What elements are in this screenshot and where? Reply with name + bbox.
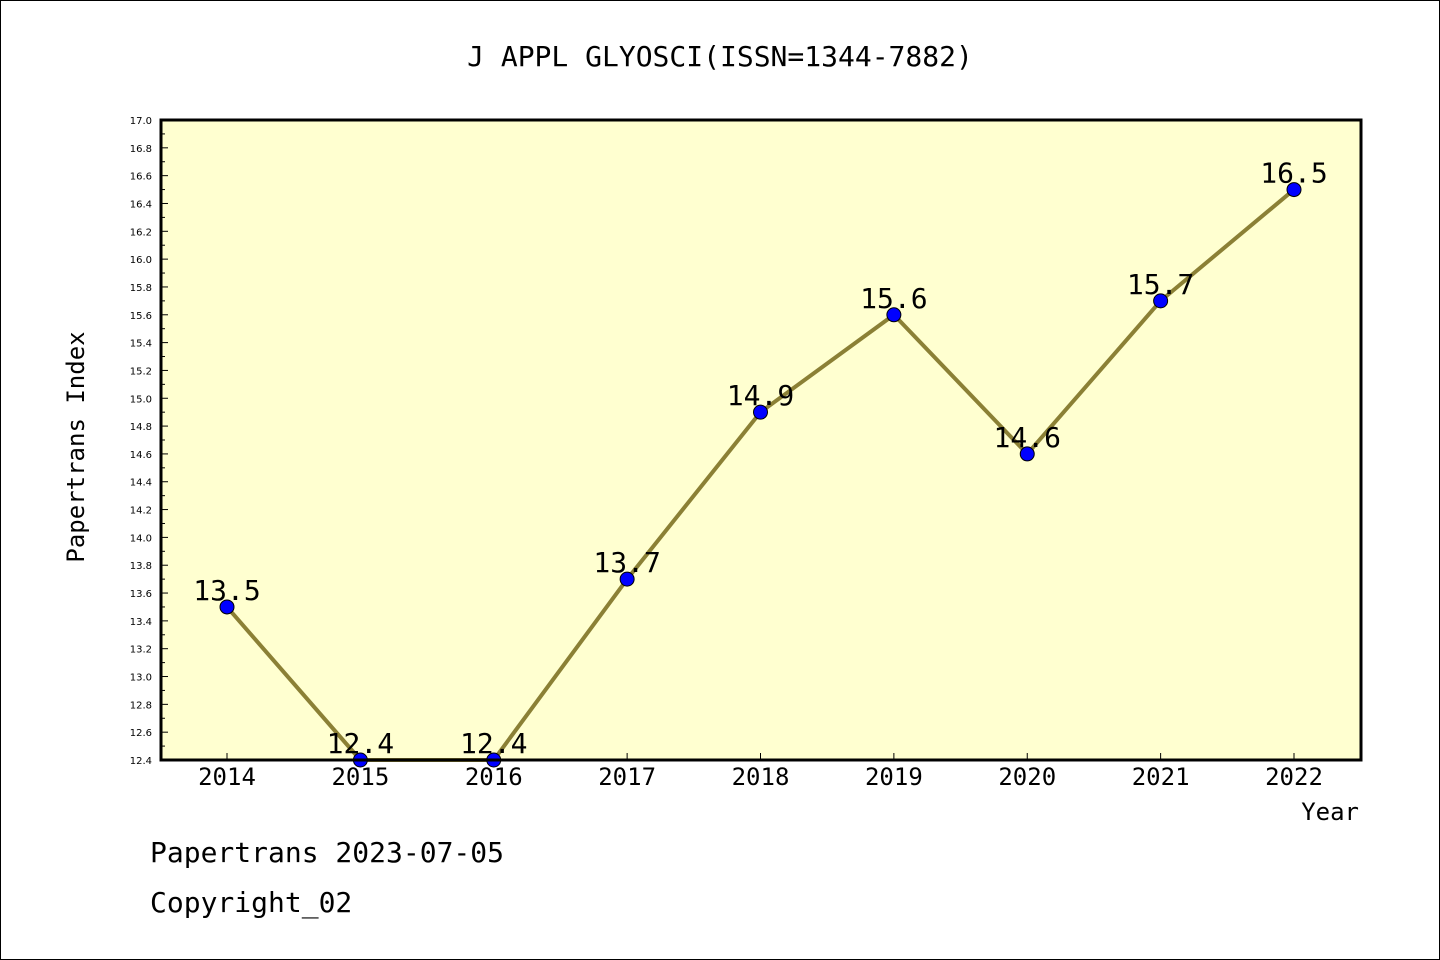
x-tick-label: 2020 <box>998 763 1056 791</box>
y-tick-label: 15.8 <box>130 283 152 294</box>
data-point <box>886 307 902 323</box>
y-tick-label: 14.8 <box>130 422 152 433</box>
x-axis-ticks: 2014 2015 2016 2017 2018 2019 2020 2021 2022 <box>198 753 1323 791</box>
y-tick-label: 13.2 <box>130 645 152 656</box>
x-tick-label: 2019 <box>865 763 923 791</box>
y-tick-label: 15.6 <box>130 311 152 322</box>
y-tick-label: 12.4 <box>130 756 152 767</box>
y-tick-label: 16.0 <box>130 255 152 266</box>
plot-border <box>159 118 1363 762</box>
x-tick-label: 2021 <box>1132 763 1190 791</box>
y-axis-ticks: 12.4 12.6 12.8 13.0 13.2 13.4 13.6 13.8 14.0 14.2… <box>130 116 168 767</box>
data-point <box>619 571 635 587</box>
y-tick-label: 15.0 <box>130 394 152 405</box>
y-tick-label: 13.6 <box>130 589 152 600</box>
y-tick-label: 14.4 <box>130 478 152 489</box>
x-tick-label: 2017 <box>598 763 656 791</box>
y-tick-label: 13.4 <box>130 617 152 628</box>
y-tick-label: 17.0 <box>130 116 152 127</box>
x-tick-label: 2018 <box>732 763 790 791</box>
y-tick-label: 14.0 <box>130 533 152 544</box>
y-tick-label: 16.8 <box>130 144 152 155</box>
y-tick-label: 13.8 <box>130 561 152 572</box>
y-tick-label: 13.0 <box>130 673 152 684</box>
y-tick-label: 16.4 <box>130 199 152 210</box>
footer-date: Papertrans 2023-07-05 <box>150 836 505 869</box>
footer-copyright: Copyright_02 <box>150 886 353 919</box>
y-tick-label: 16.2 <box>130 227 152 238</box>
x-tick-label: 2022 <box>1265 763 1323 791</box>
data-point <box>753 404 768 420</box>
plot-area <box>161 120 1361 760</box>
x-tick-label: 2014 <box>198 763 256 791</box>
y-tick-label: 16.6 <box>130 172 152 183</box>
x-tick-label: 2015 <box>331 763 389 791</box>
y-tick-label: 15.4 <box>130 339 152 350</box>
data-point <box>219 599 235 615</box>
data-point <box>1019 446 1035 462</box>
data-point <box>1153 293 1169 309</box>
y-tick-label: 12.8 <box>130 700 152 711</box>
data-point <box>1286 182 1302 198</box>
y-axis-label: Papertrans Index <box>62 331 90 562</box>
y-tick-label: 15.2 <box>130 366 152 377</box>
y-tick-label: 14.6 <box>130 450 152 461</box>
chart-title: J APPL GLYOSCI(ISSN=1344-7882) <box>467 40 973 73</box>
y-tick-label: 14.2 <box>130 506 152 517</box>
y-tick-label: 12.6 <box>130 728 152 739</box>
data-markers <box>219 182 1302 768</box>
x-axis-label: Year <box>1301 798 1359 826</box>
x-tick-label: 2016 <box>465 763 523 791</box>
